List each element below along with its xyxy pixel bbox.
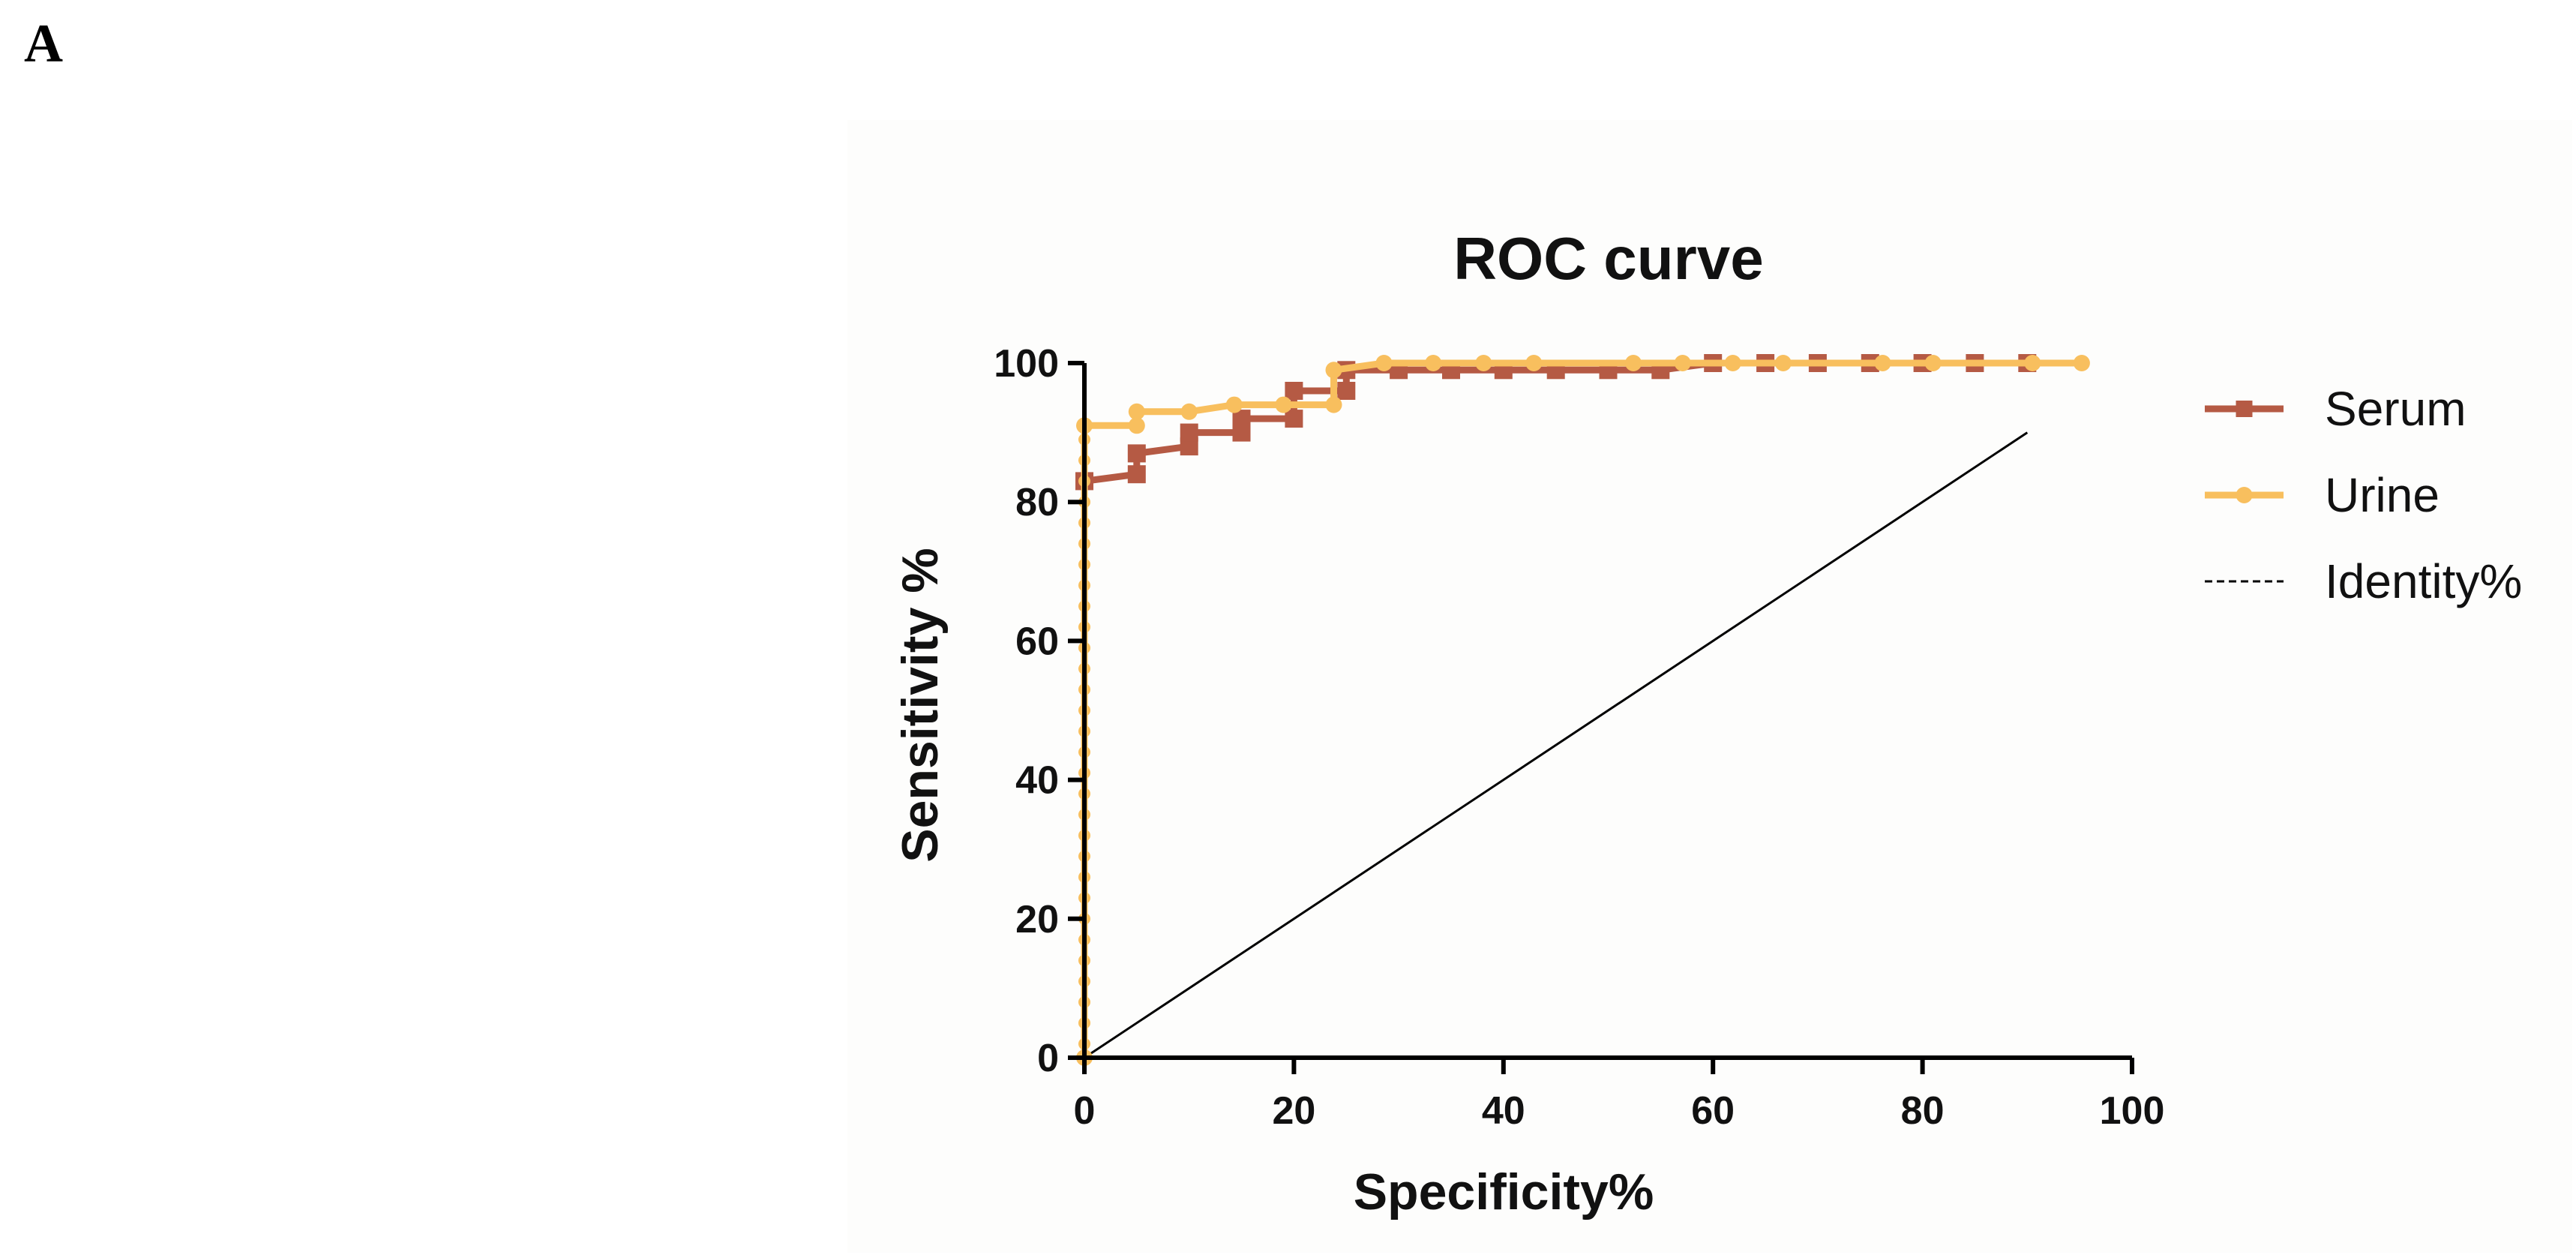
series-identity <box>1084 431 2029 1059</box>
data-point-urine <box>1625 355 1642 371</box>
y-axis-label: Sensitivity % <box>892 548 949 863</box>
y-tick-label: 60 <box>1015 620 1059 663</box>
data-point-urine <box>1325 396 1342 413</box>
x-tick-label: 40 <box>1482 1089 1525 1133</box>
axes-layer: 0 20 40 60 80 100 0 20 40 60 80 100 <box>994 342 2164 1133</box>
legend-label-urine: Urine <box>2325 468 2440 522</box>
x-tick-label: 60 <box>1691 1089 1735 1133</box>
x-tick-label: 100 <box>2100 1089 2165 1133</box>
data-point-urine <box>1180 403 1198 420</box>
legend-marker-serum <box>2236 401 2253 417</box>
data-point-urine <box>1475 355 1492 371</box>
y-tick-label: 80 <box>1015 481 1059 524</box>
data-point-urine <box>1425 355 1442 371</box>
data-point-urine <box>2024 355 2041 371</box>
data-point-serum <box>1285 382 1303 400</box>
data-point-urine <box>1924 355 1942 371</box>
legend-label-identity: Identity% <box>2325 554 2522 608</box>
data-point-urine <box>1674 355 1691 371</box>
series-line-identity <box>1084 431 2029 1059</box>
chart-background <box>847 120 2572 1253</box>
data-point-urine <box>2073 355 2090 371</box>
legend-item-urine: Urine <box>2205 468 2440 522</box>
data-point-urine <box>1874 355 1891 371</box>
legend-label-serum: Serum <box>2325 382 2467 436</box>
x-tick-label: 80 <box>1901 1089 1945 1133</box>
x-tick-label: 0 <box>1074 1089 1096 1133</box>
data-point-urine <box>1375 355 1393 371</box>
y-tick-label: 100 <box>994 342 1059 386</box>
data-point-serum <box>1127 444 1146 463</box>
data-point-serum <box>1337 382 1356 400</box>
legend: Serum Urine Identity% <box>2205 382 2522 608</box>
data-point-urine <box>1724 355 1741 371</box>
y-tick-label: 40 <box>1015 759 1059 803</box>
legend-item-serum: Serum <box>2205 382 2467 436</box>
y-tick-label: 0 <box>1037 1037 1059 1080</box>
data-point-urine <box>1128 403 1145 420</box>
data-point-urine <box>1774 355 1792 371</box>
chart-title: ROC curve <box>1453 225 1763 292</box>
legend-marker-urine <box>2236 487 2253 503</box>
data-point-serum <box>1285 410 1303 428</box>
data-point-serum <box>1127 465 1146 484</box>
x-tick-label: 20 <box>1272 1089 1315 1133</box>
data-point-urine <box>1128 417 1145 434</box>
data-point-urine <box>1525 355 1543 371</box>
panel-label: A <box>24 14 63 74</box>
data-point-urine <box>1325 362 1342 379</box>
y-tick-label: 20 <box>1015 898 1059 941</box>
legend-item-identity: Identity% <box>2205 554 2522 608</box>
data-point-urine <box>1225 396 1243 413</box>
x-axis-label: Specificity% <box>1354 1163 1654 1220</box>
data-point-serum <box>1180 423 1198 442</box>
data-point-urine <box>1275 396 1292 413</box>
